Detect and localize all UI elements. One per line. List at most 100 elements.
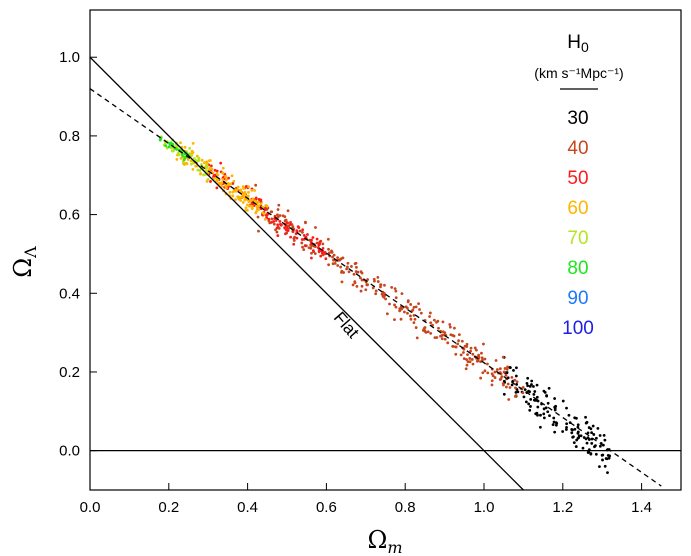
data-point bbox=[552, 420, 556, 424]
data-point bbox=[510, 375, 514, 379]
data-point bbox=[603, 438, 607, 442]
data-point bbox=[345, 267, 348, 271]
data-point bbox=[565, 406, 568, 410]
legend-units: (km s⁻¹Mpc⁻¹) bbox=[534, 65, 623, 81]
series-30 bbox=[502, 355, 612, 475]
data-point bbox=[250, 204, 254, 208]
data-point bbox=[301, 228, 305, 232]
data-point bbox=[331, 262, 335, 266]
data-point bbox=[304, 220, 307, 224]
data-point bbox=[197, 158, 201, 162]
data-point bbox=[536, 405, 540, 409]
data-point bbox=[295, 236, 299, 240]
data-point bbox=[542, 407, 546, 411]
data-point bbox=[204, 168, 208, 172]
data-point bbox=[546, 410, 550, 414]
data-point bbox=[355, 265, 358, 269]
data-point bbox=[221, 171, 225, 175]
data-point bbox=[507, 398, 511, 401]
data-point bbox=[514, 386, 517, 390]
data-point bbox=[553, 430, 557, 434]
data-point bbox=[190, 153, 194, 157]
data-point bbox=[546, 401, 550, 405]
data-point bbox=[263, 208, 267, 212]
data-point bbox=[276, 223, 280, 227]
data-point bbox=[448, 323, 452, 326]
data-point bbox=[276, 234, 280, 238]
data-point bbox=[479, 376, 483, 380]
data-point bbox=[446, 341, 450, 345]
data-point bbox=[336, 256, 339, 260]
data-point bbox=[495, 368, 499, 371]
data-point bbox=[332, 253, 336, 257]
data-point bbox=[250, 188, 254, 192]
data-point bbox=[432, 318, 436, 322]
flat-line bbox=[90, 56, 524, 490]
data-point bbox=[176, 151, 180, 155]
data-point bbox=[309, 246, 313, 250]
legend-item-60: 60 bbox=[567, 198, 588, 219]
data-point bbox=[297, 226, 301, 229]
data-point bbox=[275, 226, 279, 230]
data-point bbox=[476, 359, 480, 363]
data-point bbox=[585, 441, 589, 445]
data-point bbox=[185, 162, 189, 166]
data-point bbox=[411, 308, 415, 312]
data-point bbox=[494, 359, 498, 362]
data-point bbox=[394, 305, 398, 309]
data-point bbox=[561, 399, 565, 403]
data-point bbox=[453, 345, 457, 349]
data-point bbox=[191, 150, 195, 154]
data-point bbox=[510, 383, 514, 387]
data-point bbox=[428, 311, 432, 315]
data-point bbox=[448, 325, 452, 329]
x-tick-label: 0.8 bbox=[395, 499, 416, 516]
data-point bbox=[513, 378, 517, 382]
data-point bbox=[254, 183, 258, 187]
data-point bbox=[521, 391, 525, 395]
data-point bbox=[257, 229, 260, 233]
data-point bbox=[236, 195, 240, 199]
y-tick-label: 0.8 bbox=[59, 128, 80, 145]
data-point bbox=[193, 157, 196, 160]
data-point bbox=[326, 237, 330, 241]
data-point bbox=[212, 174, 216, 177]
data-point bbox=[606, 453, 610, 457]
data-point bbox=[285, 225, 289, 229]
data-point bbox=[303, 244, 307, 248]
plot-data-layer bbox=[158, 135, 612, 475]
data-point bbox=[289, 235, 292, 239]
data-point bbox=[289, 221, 292, 224]
data-point bbox=[257, 197, 261, 201]
data-point bbox=[552, 416, 556, 420]
data-point bbox=[505, 371, 509, 374]
data-point bbox=[292, 237, 296, 240]
data-point bbox=[227, 176, 231, 180]
data-point bbox=[231, 194, 235, 198]
data-point bbox=[498, 367, 502, 371]
data-point bbox=[465, 358, 468, 361]
data-point bbox=[533, 390, 537, 393]
data-point bbox=[340, 269, 344, 273]
legend: H0 (km s⁻¹Mpc⁻¹) 30 40 50 60 70 80 90 100 bbox=[534, 32, 623, 339]
data-point bbox=[530, 383, 533, 386]
data-point bbox=[321, 247, 325, 250]
data-point bbox=[385, 312, 389, 316]
data-point bbox=[376, 276, 380, 279]
data-point bbox=[412, 313, 416, 317]
data-point bbox=[340, 280, 344, 284]
data-point bbox=[253, 189, 257, 192]
data-point bbox=[242, 195, 245, 199]
data-point bbox=[508, 386, 512, 389]
y-tick-label: 0.6 bbox=[59, 207, 80, 224]
data-point bbox=[571, 435, 575, 439]
data-point bbox=[600, 453, 604, 457]
data-point bbox=[253, 199, 257, 203]
data-point bbox=[481, 358, 484, 362]
data-point bbox=[298, 229, 302, 233]
data-point bbox=[207, 159, 211, 163]
data-point bbox=[218, 181, 221, 185]
data-point bbox=[353, 281, 357, 285]
data-point bbox=[323, 251, 327, 254]
data-point bbox=[182, 158, 186, 162]
